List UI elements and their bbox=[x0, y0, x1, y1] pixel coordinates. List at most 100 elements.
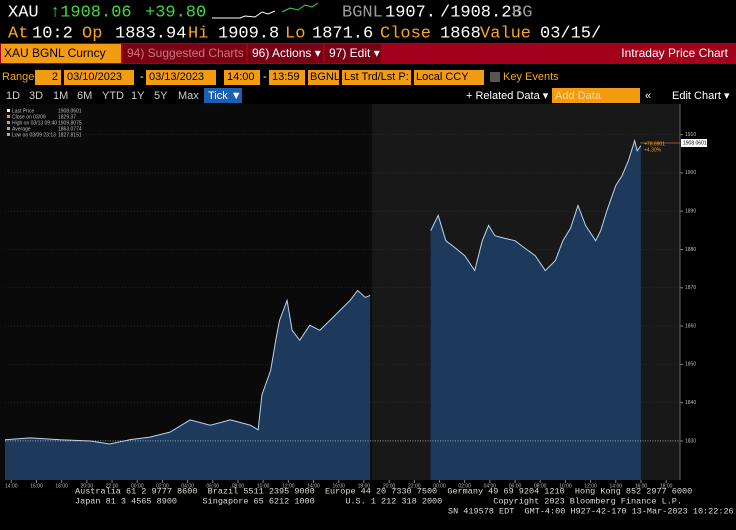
y-tick-label: 1860 bbox=[685, 323, 696, 329]
button[interactable] bbox=[123, 44, 246, 63]
x-tick-label: 22:00 bbox=[408, 483, 421, 489]
y-tick-label: 1910 bbox=[685, 132, 696, 138]
suggested[interactable]: 94) Suggested Charts bbox=[127, 46, 244, 60]
legend-swatch bbox=[7, 115, 10, 118]
x-tick-label: 12:00 bbox=[282, 483, 295, 489]
period-button[interactable]: YTD bbox=[102, 90, 124, 102]
input[interactable] bbox=[224, 70, 260, 85]
source: BGNL bbox=[342, 3, 383, 22]
x-tick-label: 00:00 bbox=[131, 483, 144, 489]
period-button[interactable]: 1M bbox=[53, 90, 68, 102]
legend-label: Last Price bbox=[12, 108, 34, 114]
value: 03/15/ bbox=[540, 24, 601, 43]
dash: - bbox=[140, 71, 144, 83]
x-tick-label: 08:00 bbox=[232, 483, 245, 489]
key-events[interactable]: Key Events bbox=[503, 71, 559, 83]
value: 1909.8 bbox=[218, 24, 279, 43]
input[interactable] bbox=[342, 70, 411, 85]
input[interactable] bbox=[64, 70, 134, 85]
input[interactable] bbox=[269, 70, 305, 85]
edit-chart[interactable]: Edit Chart ▾ bbox=[672, 90, 730, 102]
add-data[interactable]: Add Data bbox=[555, 90, 602, 102]
x-tick-label: 14:00 bbox=[307, 483, 320, 489]
legend-label: Close on 03/09 bbox=[12, 114, 46, 120]
legend-value: 1909.8075 bbox=[58, 120, 82, 126]
start-time[interactable]: 14:00 bbox=[227, 71, 255, 83]
x-tick-label: 18:00 bbox=[55, 483, 68, 489]
tick-button[interactable] bbox=[204, 88, 242, 103]
x-tick-label: 02:00 bbox=[156, 483, 169, 489]
x-tick-label: 20:00 bbox=[383, 483, 396, 489]
input[interactable] bbox=[35, 70, 61, 85]
legend-swatch bbox=[7, 133, 10, 136]
security[interactable]: XAU BGNL Curncy bbox=[4, 46, 106, 60]
checkbox[interactable] bbox=[490, 72, 500, 82]
related-data[interactable]: + Related Data ▾ bbox=[466, 90, 549, 102]
end-time[interactable]: 13:59 bbox=[272, 71, 300, 83]
input[interactable] bbox=[146, 70, 216, 85]
legend-swatch bbox=[7, 127, 10, 130]
source[interactable]: BGNL bbox=[310, 71, 340, 83]
end-date[interactable]: 03/13/2023 bbox=[149, 71, 204, 83]
x-tick-label: 04:00 bbox=[181, 483, 194, 489]
change-label: +78.6901 bbox=[644, 141, 665, 147]
dash: - bbox=[263, 71, 267, 83]
x-tick-label: 06:00 bbox=[207, 483, 220, 489]
ask: /1908.23 bbox=[440, 3, 522, 22]
period[interactable]: 2 bbox=[52, 71, 58, 83]
sparkline-up bbox=[281, 2, 319, 13]
legend-label: Low on 03/09 23:13 bbox=[12, 132, 56, 138]
x-tick-label: 06:00 bbox=[509, 483, 522, 489]
label: At bbox=[8, 24, 28, 43]
legend-swatch bbox=[7, 109, 10, 112]
period-button[interactable]: 1D bbox=[6, 90, 20, 102]
y-tick-label: 1830 bbox=[685, 438, 696, 444]
edit[interactable]: 97) Edit ▾ bbox=[329, 46, 380, 60]
change: +39.80 bbox=[145, 3, 206, 22]
footer-line: SN 419578 EDT GMT-4:00 H927-42-170 13-Ma… bbox=[448, 506, 734, 516]
label: Value bbox=[480, 24, 531, 43]
x-tick-label: 02:00 bbox=[458, 483, 471, 489]
value: 1883.94 bbox=[115, 24, 186, 43]
button[interactable] bbox=[248, 44, 323, 63]
input[interactable] bbox=[308, 70, 339, 85]
legend-value: 1827.8151 bbox=[58, 132, 82, 138]
area-fill bbox=[430, 140, 641, 481]
period-button[interactable]: Max bbox=[178, 90, 199, 102]
price-line bbox=[4, 138, 642, 445]
x-tick-label: 16:00 bbox=[332, 483, 345, 489]
x-tick-label: 12:00 bbox=[584, 483, 597, 489]
period-button[interactable]: 6M bbox=[77, 90, 92, 102]
period-button[interactable]: 3D bbox=[29, 90, 43, 102]
legend-label: Average bbox=[12, 126, 31, 132]
legend-swatch bbox=[7, 121, 10, 124]
field[interactable]: Lst Trd/Lst P: bbox=[344, 71, 409, 83]
button[interactable] bbox=[325, 44, 381, 63]
currency[interactable]: Local CCY bbox=[416, 71, 469, 83]
security-box[interactable] bbox=[1, 44, 121, 63]
legend-value: 1829.37 bbox=[58, 114, 76, 120]
tick[interactable]: Tick ▼ bbox=[208, 90, 242, 102]
x-tick-label: 08:00 bbox=[534, 483, 547, 489]
x-tick-label: 18:00 bbox=[660, 483, 673, 489]
collapse[interactable]: « bbox=[645, 90, 651, 102]
y-tick-label: 1850 bbox=[685, 362, 696, 368]
change-pct-label: +4.30% bbox=[644, 147, 662, 153]
x-tick-label: 00:00 bbox=[433, 483, 446, 489]
period-button[interactable]: 5Y bbox=[154, 90, 168, 102]
legend-label: High on 03/13 09:40 bbox=[12, 120, 57, 126]
input[interactable] bbox=[552, 88, 640, 103]
quote: XAU ↑1908.06 +39.80 BGNL 1907. /1908.23 … bbox=[8, 2, 601, 43]
x-tick-label: 20:00 bbox=[81, 483, 94, 489]
start-date[interactable]: 03/10/2023 bbox=[67, 71, 122, 83]
dropdown[interactable] bbox=[414, 70, 484, 85]
actions[interactable]: 96) Actions ▾ bbox=[252, 46, 321, 60]
legend-value: 1863.0774 bbox=[58, 126, 82, 132]
ask-source: BG bbox=[512, 3, 532, 22]
last-price-tag bbox=[681, 139, 707, 147]
period-button[interactable]: 1Y bbox=[131, 90, 145, 102]
value: 1871.6 bbox=[312, 24, 373, 43]
area-fill bbox=[5, 290, 371, 480]
